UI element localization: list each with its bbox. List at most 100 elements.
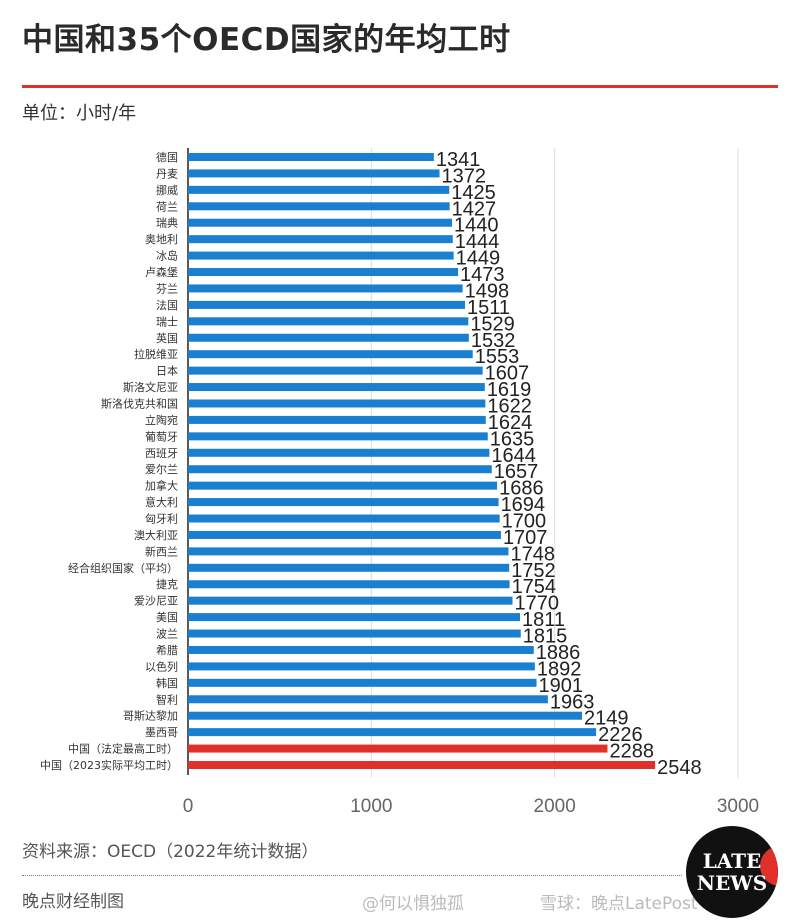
value-label: 1700 [502,511,546,533]
bar [188,218,452,227]
bar [188,235,453,244]
bar [188,448,490,457]
value-label: 1372 [442,165,487,187]
bar [188,317,469,326]
bar [188,185,450,194]
value-label: 1770 [515,593,560,615]
value-label: 1553 [475,346,520,368]
bar [188,284,463,293]
value-label: 1473 [460,264,505,286]
category-label: 立陶宛 [145,413,178,427]
bar [188,678,537,687]
value-label: 1341 [436,149,481,171]
category-label: 法国 [156,298,178,312]
bar [188,300,466,309]
category-label: 挪威 [156,183,178,197]
logo-line-2: NEWS [696,871,768,895]
category-label: 瑞典 [156,216,178,230]
logo-line-1: LATE [702,849,762,873]
bar [188,202,450,211]
value-label: 1619 [487,379,531,401]
bar-chart: 0 1000 2000 3000 德国 1341 丹麦 1372 挪威 1425 荷兰 1427 瑞典 1… [40,148,759,817]
bar [188,268,459,277]
category-label: 奥地利 [145,232,178,246]
value-label: 2226 [598,724,643,746]
category-label: 捷克 [156,577,178,591]
category-label: 斯洛伐克共和国 [101,396,178,410]
chart-title: 中国和35个OECD国家的年均工时 [22,22,511,58]
bar [188,662,535,671]
bar [188,596,513,605]
bar [188,629,521,638]
bar [188,613,521,622]
category-label: 斯洛文尼亚 [123,380,178,394]
x-tick-label: 2000 [534,796,576,817]
value-label: 1901 [539,675,584,697]
value-label: 1686 [499,478,543,500]
category-label: 爱沙尼亚 [134,595,178,608]
value-label: 1635 [490,428,535,450]
bar [188,153,434,161]
value-label: 1444 [455,231,500,253]
category-label: 西班牙 [145,447,178,460]
category-label: 丹麦 [156,167,178,180]
bar [188,383,485,392]
category-label: 瑞士 [156,314,178,328]
category-label: 中国（2023实际平均工时） [40,758,178,772]
category-label: 冰岛 [156,249,178,263]
bar [188,169,440,178]
bar [188,530,501,539]
value-label: 1511 [467,297,510,319]
bar [188,399,486,408]
bar [188,465,492,474]
credit-note: 晚点财经制图 [22,892,124,912]
bar [188,415,486,424]
category-label: 经合组织国家（平均） [68,561,178,575]
category-label: 加拿大 [145,479,178,493]
bar [188,366,483,375]
value-label: 2288 [609,741,654,763]
category-label: 智利 [156,692,178,706]
value-label: 1532 [471,330,516,352]
bar [188,333,469,342]
category-label: 拉脱维亚 [134,347,178,361]
category-label: 美国 [156,611,178,624]
bar [188,350,473,359]
category-label: 日本 [156,364,178,378]
category-label: 希腊 [156,643,178,657]
source-note: 资料来源：OECD（2022年统计数据） [22,842,319,862]
value-label: 1748 [510,543,555,565]
category-label: 卢森堡 [145,265,178,279]
value-label: 1657 [494,461,539,483]
category-label: 澳大利亚 [134,528,178,542]
bar [188,251,454,260]
weibo-watermark: @何以惧独孤 [362,894,464,914]
bar [188,481,498,490]
category-label: 匈牙利 [145,512,178,526]
x-tick-label: 1000 [350,796,392,817]
value-label: 1624 [488,412,533,434]
bar [188,711,582,720]
bar [188,432,488,441]
value-label: 1425 [451,182,496,204]
value-label: 1752 [511,560,556,582]
category-label: 荷兰 [156,200,178,213]
footer-divider [22,875,682,876]
category-label: 芬兰 [156,282,178,295]
unit-label: 单位：小时/年 [22,103,137,124]
value-label: 1440 [454,215,499,237]
value-label: 1707 [503,527,548,549]
value-label: 1622 [487,395,532,417]
value-label: 1886 [536,642,581,664]
xueqiu-watermark: 雪球：晚点LatePost [540,894,698,914]
value-label: 1449 [456,248,501,270]
bar [188,695,548,704]
category-label: 中国（法定最高工时） [68,742,178,756]
category-label: 葡萄牙 [145,430,178,443]
bar [188,580,510,589]
x-tick-label: 3000 [717,796,759,817]
bar [188,563,510,572]
bar [188,744,608,753]
category-label: 新西兰 [145,544,178,558]
category-label: 德国 [156,150,178,164]
